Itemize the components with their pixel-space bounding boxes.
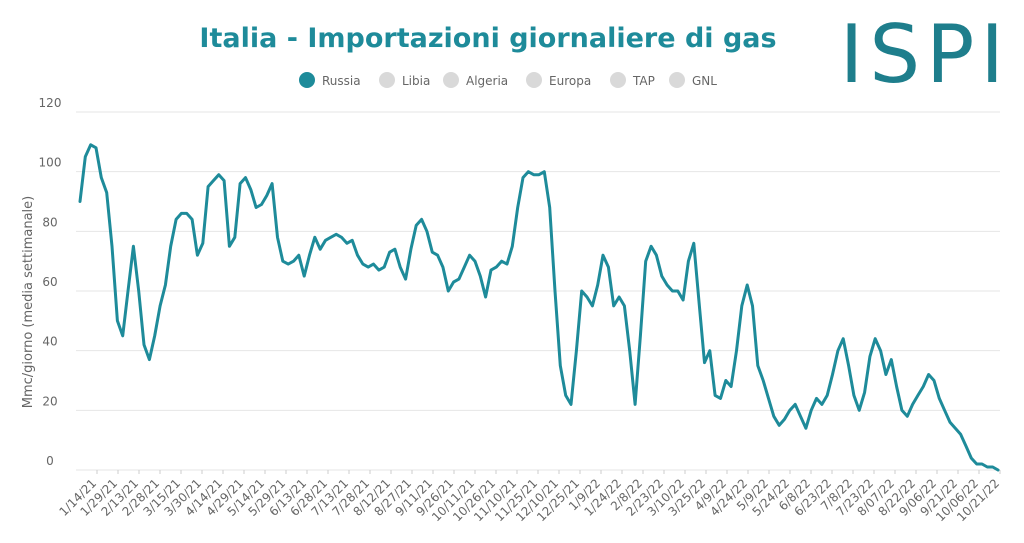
y-tick-label: 40 [42, 335, 57, 349]
legend-label: TAP [632, 74, 655, 88]
legend-item-libia[interactable]: Libia [379, 72, 430, 88]
y-tick-label: 100 [39, 156, 62, 170]
legend-label: Russia [322, 74, 361, 88]
logo-text: ISPI [840, 8, 1010, 101]
y-tick-label: 80 [42, 215, 57, 229]
series-line-russia[interactable] [78, 143, 1000, 472]
y-axis-title: Mmc/giorno (media settimanale) [21, 196, 36, 408]
y-axis: 0 20 40 60 80 100 120 [39, 96, 62, 468]
legend-marker [443, 72, 459, 88]
logo: ISPI [840, 8, 1010, 101]
legend-label: Algeria [466, 74, 508, 88]
y-tick-label: 0 [46, 454, 54, 468]
legend-marker [669, 72, 685, 88]
x-axis: 1/14/211/29/212/13/212/28/213/15/213/30/… [57, 470, 1002, 524]
gridlines [76, 111, 1000, 471]
y-tick-label: 20 [42, 394, 57, 408]
legend-item-algeria[interactable]: Algeria [443, 72, 508, 88]
legend-label: Libia [402, 74, 430, 88]
legend-item-russia[interactable]: Russia [299, 72, 361, 88]
series-group [78, 143, 1000, 472]
chart-title: Italia - Importazioni giornaliere di gas [199, 23, 776, 54]
y-tick-label: 120 [39, 96, 62, 110]
legend-marker [526, 72, 542, 88]
legend-item-gnl[interactable]: GNL [669, 72, 717, 88]
legend-marker [379, 72, 395, 88]
y-tick-label: 60 [42, 275, 57, 289]
legend-marker [299, 72, 315, 88]
legend-label: Europa [549, 74, 591, 88]
legend: Russia Libia Algeria Europa TAP GNL [299, 72, 717, 88]
legend-item-europa[interactable]: Europa [526, 72, 591, 88]
legend-label: GNL [692, 74, 717, 88]
legend-marker [610, 72, 626, 88]
legend-item-tap[interactable]: TAP [610, 72, 655, 88]
